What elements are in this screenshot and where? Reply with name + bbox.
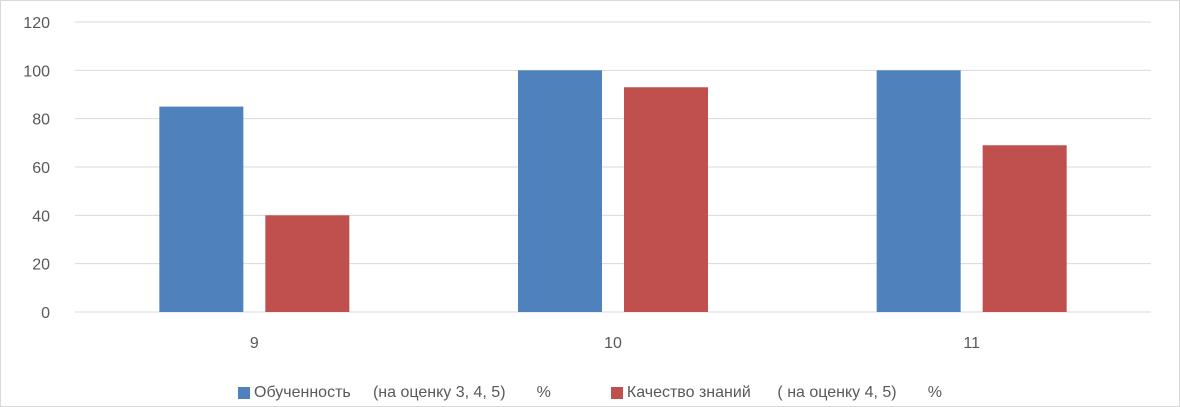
bar-chart: 0 20 40 60 80 100 120 9 10 11	[23, 15, 1151, 352]
legend-swatch-series-2	[610, 387, 623, 399]
x-tick-label: 10	[604, 335, 622, 352]
x-axis: 9 10 11	[250, 335, 980, 352]
legend-item-series-2: Качество знаний ( на оценку 4, 5) %	[610, 384, 942, 402]
legend-label-series-1: Обученность (на оценку 3, 4, 5) %	[254, 384, 551, 401]
bars	[159, 70, 1067, 312]
y-axis: 0 20 40 60 80 100 120	[23, 15, 50, 322]
y-tick-label: 120	[23, 15, 50, 32]
bar-series-1-10	[518, 70, 602, 312]
legend-item-series-1: Обученность (на оценку 3, 4, 5) %	[238, 384, 551, 402]
bar-series-1-11	[876, 70, 961, 312]
bar-series-2-9	[265, 215, 350, 312]
x-tick-label: 11	[963, 335, 980, 352]
y-tick-label: 80	[32, 112, 50, 129]
y-tick-label: 60	[32, 160, 50, 177]
y-tick-label: 20	[32, 257, 50, 274]
legend-label-series-2: Качество знаний ( на оценку 4, 5) %	[626, 384, 942, 401]
y-tick-label: 40	[32, 208, 50, 225]
gridlines	[75, 21, 1151, 313]
x-tick-label: 9	[250, 335, 259, 352]
bar-series-2-10	[624, 87, 708, 312]
y-tick-label: 100	[23, 63, 50, 80]
bar-series-1-9	[159, 106, 244, 312]
y-tick-label: 0	[41, 305, 50, 322]
legend-swatch-series-1	[238, 387, 251, 399]
legend: Обученность (на оценку 3, 4, 5) % Качест…	[0, 384, 1180, 402]
bar-series-2-11	[982, 145, 1067, 312]
